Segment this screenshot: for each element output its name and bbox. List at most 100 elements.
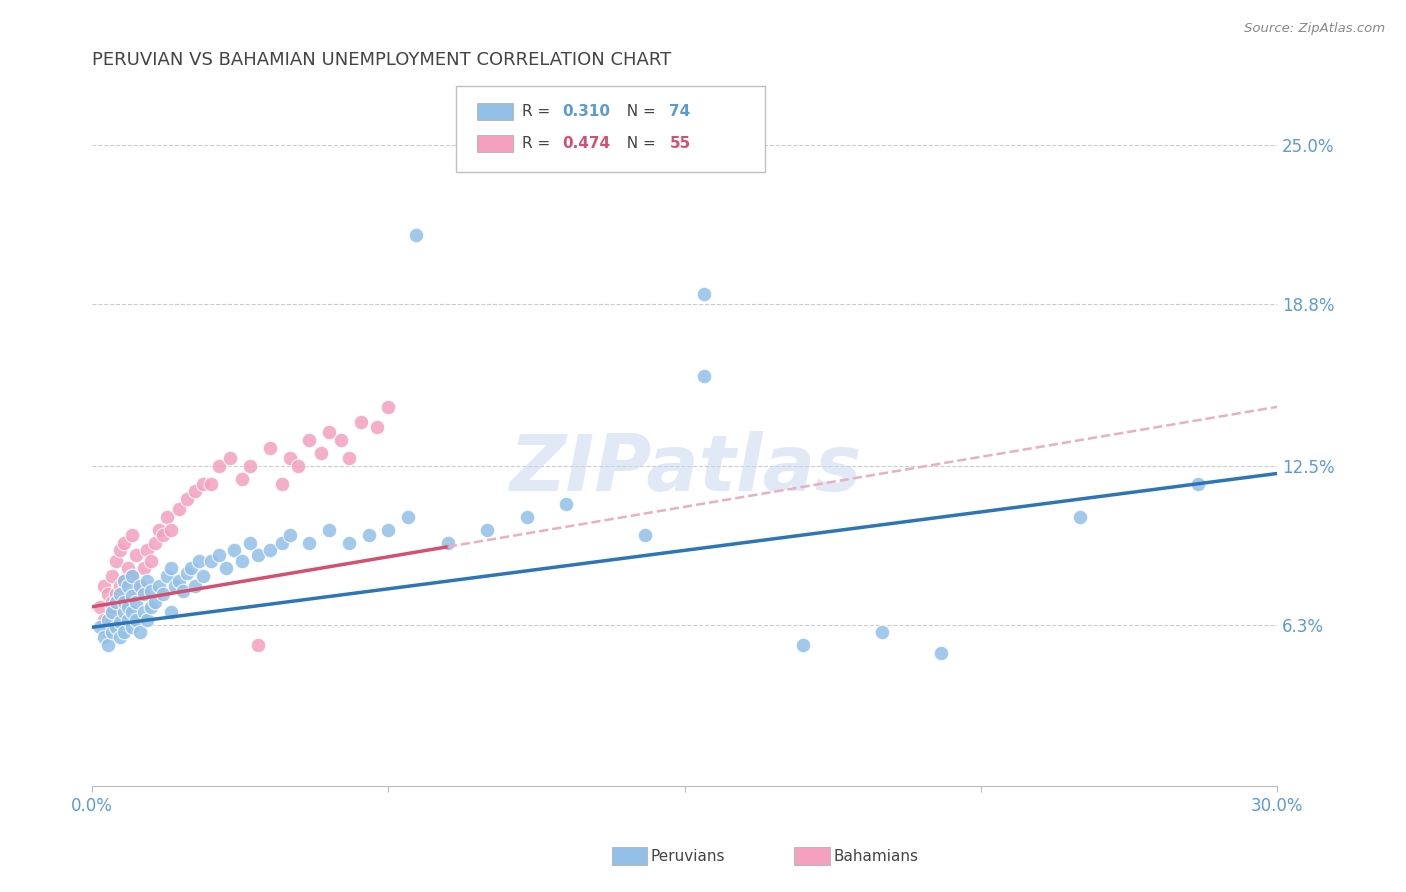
Point bbox=[247, 638, 270, 652]
Point bbox=[259, 543, 281, 558]
Point bbox=[207, 458, 229, 473]
Point bbox=[104, 553, 127, 567]
Text: N =: N = bbox=[617, 104, 661, 120]
Point bbox=[117, 613, 139, 627]
Point bbox=[160, 605, 183, 619]
Point bbox=[121, 605, 143, 619]
Point bbox=[124, 587, 146, 601]
Point bbox=[97, 613, 120, 627]
Point bbox=[311, 446, 333, 460]
Point bbox=[128, 579, 150, 593]
Point bbox=[156, 569, 179, 583]
Point bbox=[132, 561, 155, 575]
Point bbox=[136, 613, 159, 627]
Text: N =: N = bbox=[617, 136, 661, 151]
Point bbox=[108, 615, 131, 629]
Point bbox=[117, 594, 139, 608]
Point bbox=[117, 579, 139, 593]
Point bbox=[436, 535, 458, 549]
Point bbox=[184, 484, 207, 499]
Point bbox=[187, 553, 209, 567]
Point bbox=[693, 369, 716, 384]
Point bbox=[176, 566, 198, 581]
Point bbox=[219, 451, 242, 466]
Text: R =: R = bbox=[523, 136, 555, 151]
Point bbox=[101, 613, 124, 627]
Point bbox=[516, 510, 538, 524]
Point bbox=[108, 587, 131, 601]
Point bbox=[792, 638, 814, 652]
Point bbox=[101, 594, 124, 608]
Point bbox=[121, 605, 143, 619]
Point bbox=[132, 587, 155, 601]
Point bbox=[121, 590, 143, 604]
Point bbox=[693, 287, 716, 301]
Text: R =: R = bbox=[523, 104, 555, 120]
Point bbox=[141, 599, 163, 614]
Point bbox=[357, 528, 380, 542]
Point bbox=[167, 574, 190, 588]
Point bbox=[318, 425, 340, 440]
Point bbox=[145, 535, 167, 549]
Point bbox=[165, 579, 187, 593]
Point bbox=[101, 605, 124, 619]
Point bbox=[93, 579, 115, 593]
Point bbox=[191, 569, 214, 583]
Point bbox=[136, 574, 159, 588]
Point bbox=[104, 620, 127, 634]
Point bbox=[112, 599, 135, 614]
Point bbox=[112, 594, 135, 608]
Point bbox=[270, 476, 292, 491]
Point bbox=[121, 620, 143, 634]
Point bbox=[191, 476, 214, 491]
Point bbox=[931, 646, 953, 660]
Point bbox=[152, 528, 174, 542]
Point bbox=[298, 535, 321, 549]
Point bbox=[117, 599, 139, 614]
Point bbox=[176, 492, 198, 507]
Point bbox=[136, 543, 159, 558]
Point bbox=[270, 535, 292, 549]
Point bbox=[207, 549, 229, 563]
Point bbox=[287, 458, 309, 473]
Point bbox=[112, 574, 135, 588]
Point bbox=[148, 523, 170, 537]
Point bbox=[93, 613, 115, 627]
Point bbox=[97, 638, 120, 652]
Point bbox=[1187, 476, 1209, 491]
Point bbox=[121, 569, 143, 583]
Point bbox=[112, 625, 135, 640]
Point bbox=[152, 587, 174, 601]
Point bbox=[97, 587, 120, 601]
Point bbox=[148, 579, 170, 593]
Point bbox=[124, 549, 146, 563]
Point bbox=[215, 561, 238, 575]
Point bbox=[231, 553, 253, 567]
Point bbox=[104, 605, 127, 619]
Point bbox=[101, 599, 124, 614]
Point bbox=[350, 415, 373, 429]
Point bbox=[396, 510, 419, 524]
Point bbox=[89, 599, 111, 614]
Point bbox=[121, 528, 143, 542]
Point bbox=[330, 433, 353, 447]
Point bbox=[141, 553, 163, 567]
Point bbox=[104, 594, 127, 608]
Point bbox=[141, 584, 163, 599]
Point bbox=[124, 594, 146, 608]
Point bbox=[108, 543, 131, 558]
Point bbox=[167, 502, 190, 516]
Point bbox=[298, 433, 321, 447]
Point bbox=[128, 625, 150, 640]
Point bbox=[259, 441, 281, 455]
Point bbox=[278, 528, 301, 542]
Point bbox=[337, 451, 360, 466]
Point bbox=[247, 549, 270, 563]
Point bbox=[239, 458, 262, 473]
Point bbox=[93, 631, 115, 645]
FancyBboxPatch shape bbox=[477, 103, 513, 120]
Point bbox=[108, 579, 131, 593]
Point bbox=[101, 625, 124, 640]
Point bbox=[121, 569, 143, 583]
Point bbox=[278, 451, 301, 466]
